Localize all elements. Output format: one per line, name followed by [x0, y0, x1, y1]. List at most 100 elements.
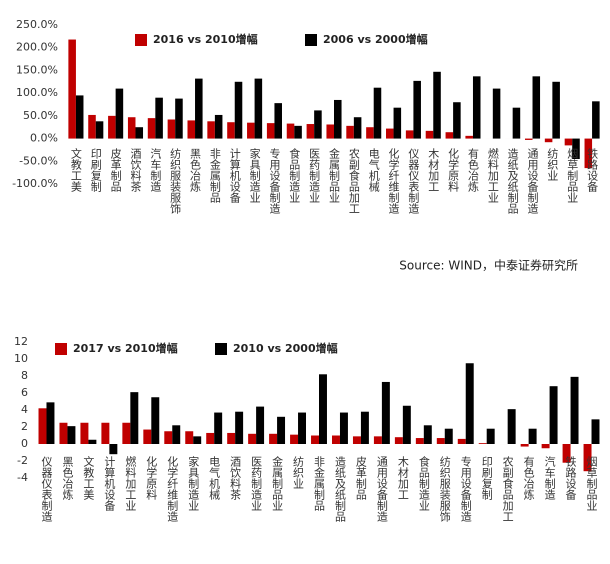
x-tick-label: 纺织服装服饰 — [169, 147, 182, 214]
bar — [286, 123, 295, 139]
bar — [101, 422, 110, 444]
bar — [360, 411, 369, 444]
bar — [311, 435, 319, 444]
legend-swatch — [55, 343, 67, 355]
bar — [520, 444, 529, 447]
bar — [331, 435, 340, 444]
bar — [453, 102, 461, 139]
bar — [478, 443, 487, 444]
bar — [207, 121, 215, 139]
y-tick-label: 0 — [21, 437, 28, 450]
bar — [235, 411, 244, 444]
bar — [254, 78, 263, 139]
bar — [172, 425, 181, 444]
bar — [423, 425, 432, 444]
bar — [584, 138, 593, 169]
x-tick-label: 铁路设备 — [564, 456, 577, 501]
bar — [135, 127, 144, 139]
x-tick-label: 专用设备制造 — [268, 147, 281, 214]
bar — [314, 110, 322, 139]
bar — [472, 76, 481, 139]
x-tick-label: 燃料加工业 — [486, 147, 499, 203]
bar — [75, 95, 84, 139]
bar — [247, 122, 255, 139]
bar — [507, 409, 516, 444]
x-tick-label: 文教工美 — [82, 455, 95, 500]
bar — [541, 444, 550, 449]
bar — [444, 428, 453, 444]
bar — [402, 405, 411, 444]
bar — [248, 433, 257, 444]
bar — [445, 132, 454, 139]
bar — [373, 436, 382, 444]
x-tick-label: 木材加工 — [427, 148, 440, 192]
bar — [290, 434, 299, 444]
x-tick-label: 仪器仪表制造 — [407, 148, 420, 214]
bar — [151, 397, 160, 444]
x-tick-label: 酒饮料茶 — [229, 456, 242, 500]
bar — [436, 438, 445, 444]
bar — [227, 432, 236, 444]
x-tick-label: 印刷复制 — [480, 456, 493, 500]
x-tick-label: 仪器仪表制造 — [40, 456, 53, 522]
x-tick-label: 烟草制品业 — [566, 147, 579, 203]
x-tick-label: 汽车制造 — [543, 455, 556, 500]
y-tick-label: 12 — [14, 335, 28, 348]
bar — [564, 138, 573, 146]
y-tick-label: 8 — [21, 369, 28, 382]
x-tick-label: 有色冶炼 — [522, 455, 535, 501]
bar — [130, 392, 139, 444]
bar — [386, 128, 394, 139]
x-tick-label: 造纸及纸制品 — [333, 455, 346, 522]
x-tick-label: 铁路设备 — [586, 148, 599, 193]
bar — [486, 428, 495, 444]
x-tick-label: 电气机械 — [208, 456, 221, 501]
bar — [326, 124, 334, 139]
bar — [393, 107, 402, 139]
legend-label: 2006 vs 2000增幅 — [323, 32, 428, 46]
bar — [38, 408, 47, 444]
x-tick-label: 金属制品业 — [271, 455, 284, 511]
bar — [214, 412, 223, 444]
y-tick-label: 4 — [21, 403, 28, 416]
bar — [425, 130, 434, 139]
bar — [67, 426, 76, 444]
x-tick-label: 造纸及纸制品 — [506, 147, 519, 214]
bar — [256, 406, 265, 444]
x-tick-label: 木材加工 — [396, 456, 409, 500]
x-tick-label: 计算机设备 — [103, 456, 116, 512]
bar — [583, 444, 592, 472]
x-tick-label: 家具制造业 — [248, 147, 261, 203]
bar — [277, 416, 286, 444]
legend-label: 2017 vs 2010增幅 — [73, 341, 178, 355]
bar — [88, 114, 96, 139]
y-tick-label: -50.0% — [19, 154, 58, 167]
x-tick-label: 非金属制品 — [313, 456, 326, 511]
x-tick-label: 有色冶炼 — [466, 147, 479, 193]
bar — [394, 437, 403, 444]
y-tick-label: -4 — [17, 471, 28, 484]
bar — [147, 118, 156, 139]
y-tick-label: -100.0% — [12, 177, 58, 190]
bar — [373, 87, 382, 139]
bar — [298, 412, 307, 444]
x-tick-label: 黑色冶炼 — [189, 148, 202, 193]
bar — [155, 97, 163, 139]
x-tick-label: 通用设备制造 — [526, 148, 539, 214]
bar — [195, 78, 203, 139]
bar — [570, 376, 579, 444]
bar — [433, 71, 441, 139]
x-tick-label: 烟草制品业 — [585, 455, 598, 511]
x-tick-label: 家具制造业 — [187, 455, 200, 511]
y-tick-label: -2 — [17, 454, 28, 467]
bar — [319, 374, 327, 444]
bar — [524, 138, 533, 140]
bar — [88, 439, 97, 444]
x-tick-label: 金属制品业 — [328, 147, 341, 203]
x-tick-label: 印刷复制 — [89, 148, 102, 192]
bar — [175, 98, 183, 139]
x-tick-label: 化学纤维制造 — [387, 147, 400, 214]
bar — [164, 431, 173, 444]
bar — [562, 444, 571, 463]
